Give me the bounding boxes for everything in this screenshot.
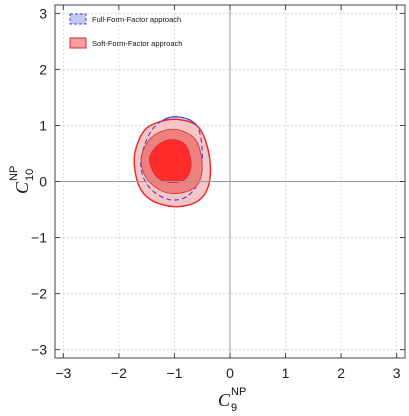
legend-label-full-form-factor: Full-Form-Factor approach [92, 15, 181, 24]
x-axis-title: C NP 9 [218, 386, 246, 414]
x-tick-label: −2 [111, 365, 127, 381]
zero-lines [55, 5, 405, 358]
y-tick-label: −1 [31, 230, 47, 246]
y-tick-label: 0 [39, 174, 47, 190]
legend-swatch-soft-form-factor [69, 37, 87, 49]
y-tick-label: −3 [31, 342, 47, 358]
tick-labels: −3 −2 −1 0 1 2 3 −3 −2 −1 0 1 2 3 [31, 5, 401, 381]
legend-swatch-full-form-factor [69, 13, 87, 25]
y-axis-title-sup: NP [8, 166, 20, 181]
x-axis-title-sup: NP [231, 386, 246, 398]
x-axis-title-main: C [218, 390, 231, 410]
x-tick-label: −3 [55, 365, 71, 381]
y-axis-title-main: C [12, 181, 32, 194]
legend-label-soft-form-factor: Soft-Form-Factor approach [92, 39, 182, 48]
x-tick-label: 2 [337, 365, 345, 381]
contour-regions [133, 116, 212, 208]
ticks [55, 5, 405, 358]
y-axis-title: C NP 10 [8, 166, 36, 194]
y-tick-label: 1 [39, 117, 47, 133]
x-tick-label: 1 [282, 365, 290, 381]
y-tick-label: 3 [39, 5, 47, 21]
y-axis-title-sub: 10 [24, 169, 36, 181]
x-axis-title-sub: 9 [231, 402, 237, 414]
x-tick-label: 3 [393, 365, 401, 381]
legend: Full-Form-Factor approach Soft-Form-Fact… [69, 13, 182, 49]
x-tick-label: −1 [166, 365, 182, 381]
y-tick-label: −2 [31, 286, 47, 302]
y-tick-label: 2 [39, 61, 47, 77]
x-tick-label: 0 [226, 365, 234, 381]
contour-soft-form-factor-1sigma [148, 139, 192, 184]
